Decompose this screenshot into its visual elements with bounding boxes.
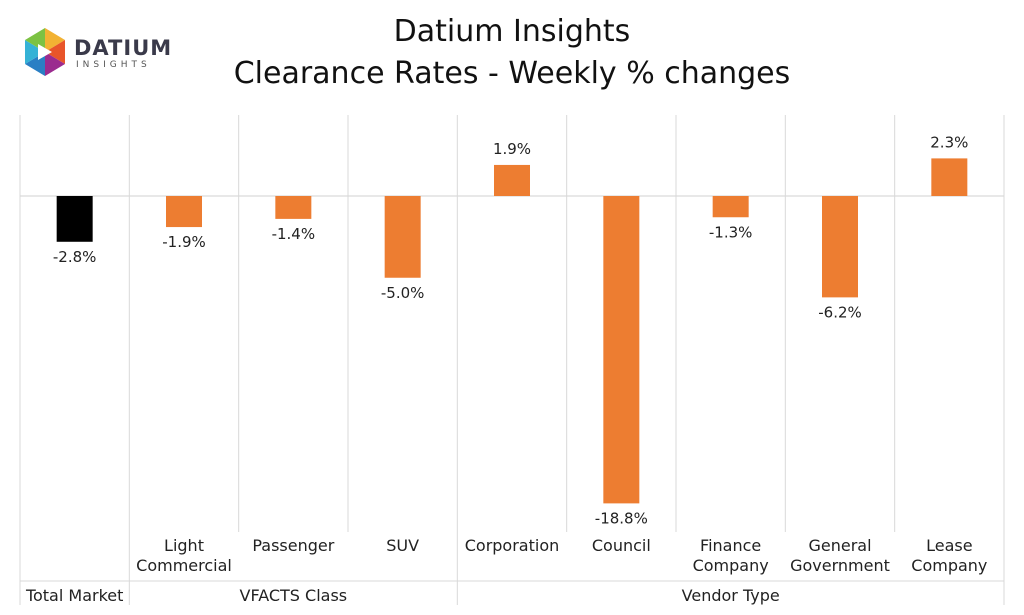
category-label: General — [808, 536, 871, 555]
bar — [56, 196, 93, 242]
data-label: -1.9% — [162, 233, 206, 251]
bar — [931, 158, 968, 196]
category-label: Corporation — [465, 536, 560, 555]
category-label: Finance — [700, 536, 761, 555]
group-label: Vendor Type — [682, 586, 780, 605]
group-label: Total Market — [25, 586, 123, 605]
data-label: -1.4% — [272, 225, 316, 243]
datium-logo: DATIUM INSIGHTS — [20, 26, 173, 82]
data-label: -2.8% — [53, 248, 97, 266]
bar — [712, 196, 749, 218]
category-label: Company — [911, 556, 987, 575]
chart-title: Datium Insights — [393, 14, 631, 49]
logo-wordmark: DATIUM — [74, 36, 173, 60]
bar — [275, 196, 312, 219]
category-label: Lease — [926, 536, 972, 555]
group-label: VFACTS Class — [240, 586, 348, 605]
data-label: -1.3% — [709, 223, 753, 241]
bar — [494, 164, 530, 196]
category-label: SUV — [386, 536, 419, 555]
category-label: Commercial — [136, 556, 232, 575]
data-label: 1.9% — [493, 140, 531, 158]
datium-logo-icon — [25, 28, 65, 76]
data-label: -18.8% — [595, 509, 648, 527]
logo-subtext: INSIGHTS — [76, 60, 151, 70]
bar — [822, 196, 858, 298]
data-label: 2.3% — [930, 133, 968, 151]
category-label: Passenger — [252, 536, 334, 555]
bar — [384, 196, 421, 278]
bar — [166, 196, 202, 228]
bar — [603, 196, 640, 504]
category-label: Council — [592, 536, 651, 555]
data-label: -6.2% — [818, 303, 862, 321]
category-label: Government — [790, 556, 890, 575]
chart-subtitle: Clearance Rates - Weekly % changes — [233, 56, 791, 91]
category-label: Light — [164, 536, 204, 555]
category-label: Company — [693, 556, 769, 575]
data-label: -5.0% — [381, 284, 425, 302]
